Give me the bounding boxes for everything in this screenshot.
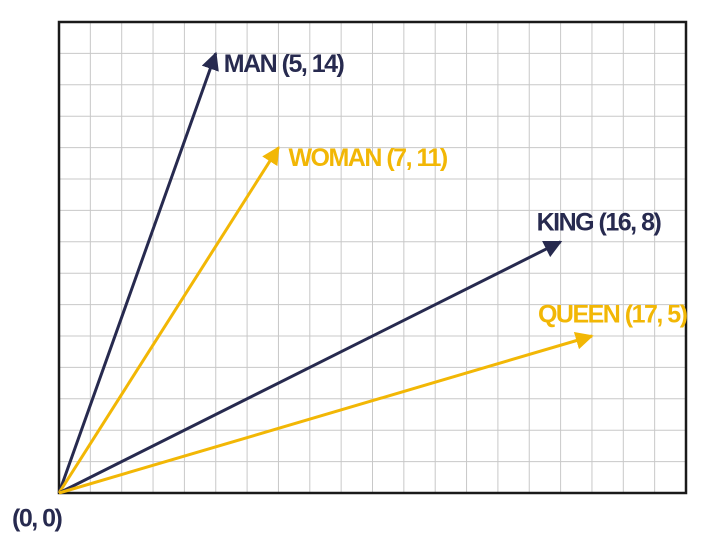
origin-label: (0, 0) bbox=[12, 505, 63, 533]
vector-arrow bbox=[57, 146, 280, 494]
vector-label: MAN (5, 14) bbox=[224, 50, 345, 78]
vector-label: KING (16, 8) bbox=[537, 208, 662, 236]
vector-arrow bbox=[58, 331, 594, 495]
plot-frame bbox=[57, 20, 688, 495]
vector-label: QUEEN (17, 5) bbox=[538, 301, 688, 329]
vector-arrow bbox=[57, 51, 219, 494]
vector-arrow bbox=[58, 240, 563, 495]
vector-label: WOMAN (7, 11) bbox=[288, 144, 447, 172]
